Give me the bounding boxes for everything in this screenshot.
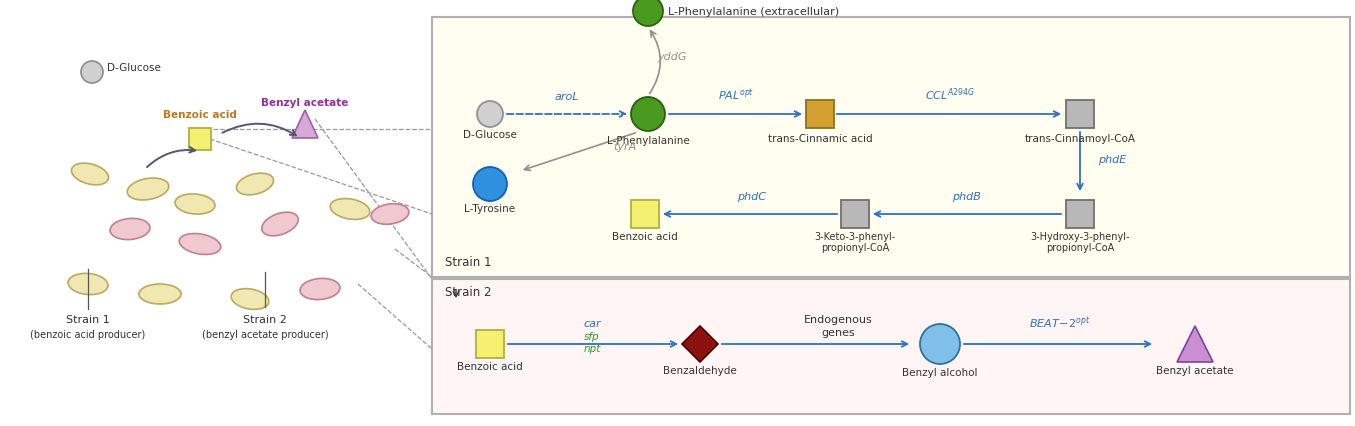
Text: npt: npt <box>583 343 600 353</box>
Text: trans-Cinnamic acid: trans-Cinnamic acid <box>768 134 873 144</box>
FancyBboxPatch shape <box>631 201 659 228</box>
Text: tyrA: tyrA <box>614 142 637 152</box>
Circle shape <box>477 102 503 128</box>
Text: aroL: aroL <box>554 92 579 102</box>
Text: Benzyl acetate: Benzyl acetate <box>1156 365 1234 375</box>
Text: L-Phenylalanine (extracellular): L-Phenylalanine (extracellular) <box>668 7 839 17</box>
Text: Endogenous: Endogenous <box>804 314 873 324</box>
Ellipse shape <box>72 164 108 185</box>
Text: propionyl-CoA: propionyl-CoA <box>821 242 889 253</box>
Circle shape <box>631 98 665 132</box>
Text: Benzyl alcohol: Benzyl alcohol <box>902 367 978 377</box>
Polygon shape <box>682 326 718 362</box>
FancyBboxPatch shape <box>1066 101 1093 129</box>
Ellipse shape <box>68 274 108 295</box>
FancyBboxPatch shape <box>806 101 833 129</box>
Text: Strain 1: Strain 1 <box>66 314 110 324</box>
Circle shape <box>81 62 103 84</box>
Text: (benzyl acetate producer): (benzyl acetate producer) <box>202 329 328 339</box>
Text: D-Glucose: D-Glucose <box>107 63 161 73</box>
Text: genes: genes <box>821 327 855 337</box>
Ellipse shape <box>179 234 221 255</box>
Ellipse shape <box>262 213 298 236</box>
Text: $CCL^{A294G}$: $CCL^{A294G}$ <box>925 86 976 103</box>
Text: car: car <box>583 318 600 328</box>
Ellipse shape <box>127 178 169 201</box>
Circle shape <box>920 324 959 364</box>
Circle shape <box>473 167 507 201</box>
Ellipse shape <box>175 194 215 215</box>
Text: Strain 1: Strain 1 <box>444 255 492 268</box>
Ellipse shape <box>237 174 274 196</box>
Text: Benzyl acetate: Benzyl acetate <box>262 98 348 108</box>
Ellipse shape <box>331 199 370 220</box>
FancyBboxPatch shape <box>1066 201 1093 228</box>
Text: L-Tyrosine: L-Tyrosine <box>465 204 515 213</box>
Text: phdE: phdE <box>1098 155 1126 164</box>
Text: yddG: yddG <box>657 52 687 62</box>
Text: Strain 2: Strain 2 <box>444 286 492 299</box>
Text: Benzoic acid: Benzoic acid <box>612 231 678 242</box>
Polygon shape <box>291 111 318 139</box>
Text: Benzoic acid: Benzoic acid <box>457 361 523 371</box>
FancyBboxPatch shape <box>188 129 211 151</box>
Text: D-Glucose: D-Glucose <box>463 130 518 140</box>
Text: sfp: sfp <box>584 331 600 341</box>
Ellipse shape <box>232 289 268 310</box>
Ellipse shape <box>371 204 409 225</box>
Text: L-Phenylalanine: L-Phenylalanine <box>607 136 690 146</box>
Text: $BEAT\!-\!2^{opt}$: $BEAT\!-\!2^{opt}$ <box>1030 314 1091 330</box>
Ellipse shape <box>140 284 182 304</box>
FancyBboxPatch shape <box>476 330 504 358</box>
Text: 3-Hydroxy-3-phenyl-: 3-Hydroxy-3-phenyl- <box>1030 231 1130 242</box>
Polygon shape <box>1177 326 1213 362</box>
Text: trans-Cinnamoyl-CoA: trans-Cinnamoyl-CoA <box>1024 134 1135 144</box>
Text: $PAL^{opt}$: $PAL^{opt}$ <box>718 87 755 103</box>
FancyBboxPatch shape <box>432 279 1350 414</box>
Ellipse shape <box>110 219 150 240</box>
Ellipse shape <box>299 279 340 300</box>
FancyBboxPatch shape <box>841 201 869 228</box>
Circle shape <box>633 0 663 27</box>
Text: 3-Keto-3-phenyl-: 3-Keto-3-phenyl- <box>814 231 896 242</box>
Text: Benzaldehyde: Benzaldehyde <box>663 365 737 375</box>
Text: Benzoic acid: Benzoic acid <box>163 110 237 120</box>
Text: phdB: phdB <box>951 192 981 201</box>
Text: Strain 2: Strain 2 <box>243 314 287 324</box>
Text: phdC: phdC <box>737 192 767 201</box>
FancyBboxPatch shape <box>432 18 1350 277</box>
Text: propionyl-CoA: propionyl-CoA <box>1046 242 1114 253</box>
Text: (benzoic acid producer): (benzoic acid producer) <box>30 329 145 339</box>
